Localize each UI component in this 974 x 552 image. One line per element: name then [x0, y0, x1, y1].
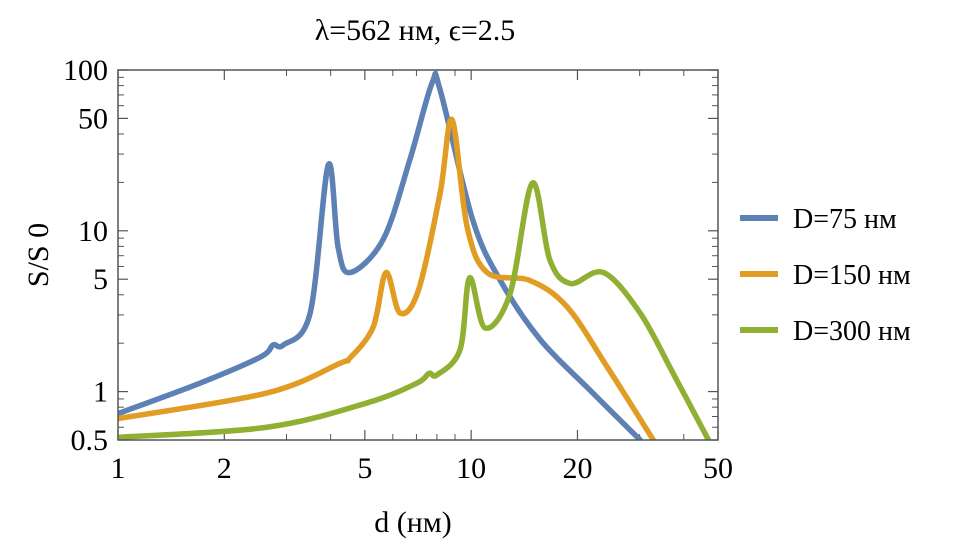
legend-label: D=300 нм — [793, 316, 911, 347]
legend-label: D=75 нм — [793, 204, 897, 235]
x-axis-title: d (нм) — [374, 506, 452, 539]
x-tick-label: 5 — [357, 452, 372, 485]
x-tick-label: 1 — [111, 452, 126, 485]
legend: D=75 нм D=150 нм D=300 нм — [740, 204, 911, 347]
legend-label: D=150 нм — [793, 260, 911, 291]
series-line-0 — [118, 70, 643, 440]
series-line-2 — [118, 180, 712, 440]
y-tick-label: 0.5 — [71, 424, 109, 457]
y-tick-label: 50 — [78, 102, 108, 135]
y-tick-label: 100 — [63, 54, 108, 87]
x-tick-label: 2 — [217, 452, 232, 485]
y-tick-label: 5 — [93, 263, 108, 296]
x-tick-label: 10 — [456, 452, 486, 485]
chart-title: λ=562 нм, ϵ=2.5 — [315, 14, 516, 47]
y-tick-label: 1 — [93, 376, 108, 409]
y-tick-label: 10 — [78, 215, 108, 248]
x-tick-label: 20 — [562, 452, 592, 485]
series-group — [118, 70, 712, 440]
x-tick-label: 50 — [703, 452, 733, 485]
series-line-1 — [118, 116, 657, 440]
plot-frame — [117, 69, 719, 441]
y-axis-title: S/S 0 — [22, 223, 55, 287]
